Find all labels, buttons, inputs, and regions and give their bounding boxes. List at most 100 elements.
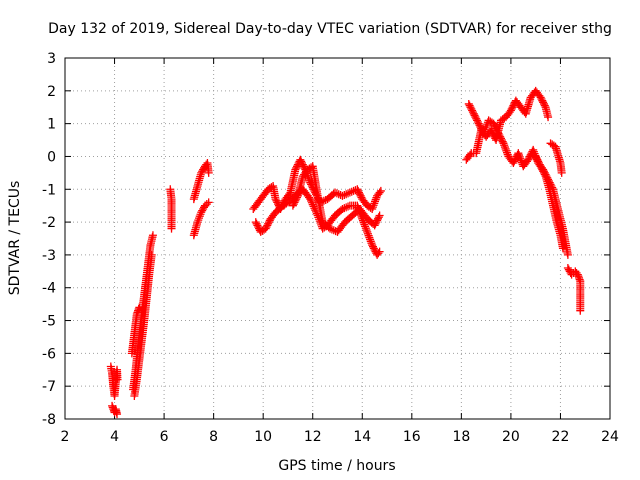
data-point [371, 195, 380, 204]
data-point [503, 150, 512, 159]
data-point [498, 137, 507, 146]
data-point [285, 190, 294, 199]
data-point [113, 375, 122, 384]
data-point [375, 188, 384, 197]
data-point [479, 129, 488, 138]
data-point [361, 224, 370, 233]
x-tick-label: 18 [452, 429, 470, 445]
data-point [360, 220, 369, 229]
data-point [374, 213, 383, 222]
y-tick-label: -2 [42, 215, 56, 231]
data-point [375, 247, 384, 256]
data-point [304, 173, 313, 182]
data-point [376, 186, 385, 195]
series-sat-g [189, 198, 213, 240]
data-point [363, 229, 372, 238]
data-point [368, 204, 377, 213]
data-point [517, 156, 526, 165]
data-point [362, 226, 371, 235]
data-point [366, 237, 375, 246]
series-sat-f [166, 185, 176, 233]
data-point [361, 222, 370, 231]
x-axis-label: GPS time / hours [278, 458, 395, 474]
series-sat-k [288, 162, 384, 236]
data-point [576, 306, 585, 315]
x-tick-label: 16 [403, 429, 421, 445]
data-point [369, 201, 378, 210]
data-point [305, 176, 314, 185]
data-point [544, 113, 553, 122]
data-point [365, 233, 374, 242]
y-axis-label: SDTVAR / TECUs [7, 181, 23, 296]
series-sat-n [531, 152, 567, 253]
data-point [332, 189, 341, 198]
data-point [375, 211, 384, 220]
y-tick-label: 3 [47, 51, 56, 67]
data-point [363, 227, 372, 236]
data-point [306, 195, 315, 204]
data-point [367, 239, 376, 248]
data-point [195, 212, 204, 221]
data-point [563, 250, 572, 259]
x-tick-label: 4 [110, 429, 119, 445]
x-tick-label: 14 [353, 429, 371, 445]
data-point [193, 218, 202, 227]
data-point [368, 203, 377, 212]
x-tick-label: 6 [160, 429, 169, 445]
data-point [304, 174, 313, 183]
y-tick-label: -3 [42, 248, 56, 264]
data-point [366, 235, 375, 244]
data-point [307, 196, 316, 205]
x-tick-label: 8 [209, 429, 218, 445]
y-tick-label: -8 [42, 412, 56, 428]
data-point [342, 190, 351, 199]
data-point [307, 198, 316, 207]
data-point [370, 199, 379, 208]
data-point [558, 244, 567, 253]
data-point [342, 203, 351, 212]
data-point [340, 204, 349, 213]
data-point [372, 193, 381, 202]
y-tick-label: -1 [42, 182, 56, 198]
data-point [344, 202, 353, 211]
data-point [502, 146, 511, 155]
y-tick-label: 2 [47, 84, 56, 100]
data-point [482, 121, 491, 130]
data-point [500, 143, 509, 152]
data-point [338, 191, 347, 200]
data-point [359, 218, 368, 227]
data-point [194, 216, 203, 225]
series-sat-p [563, 264, 585, 315]
data-point [364, 231, 373, 240]
data-point [204, 168, 213, 177]
chart-title: Day 132 of 2019, Sidereal Day-to-day VTE… [48, 21, 612, 37]
series-sat-b [108, 401, 122, 419]
data-point [514, 149, 523, 158]
data-point [338, 204, 347, 213]
series-sat-d [127, 303, 144, 358]
y-tick-label: 1 [47, 117, 56, 133]
y-tick-label: -4 [42, 281, 56, 297]
data-point [503, 148, 512, 157]
data-point [195, 214, 204, 223]
series-sat-o [546, 139, 566, 177]
x-tick-label: 24 [601, 429, 619, 445]
data-point [344, 189, 353, 198]
data-point [557, 168, 566, 177]
x-tick-label: 20 [502, 429, 520, 445]
data-point [326, 224, 335, 233]
data-point [500, 141, 509, 150]
x-tick-label: 10 [254, 429, 272, 445]
data-point [196, 210, 205, 219]
y-tick-label: -5 [42, 314, 56, 330]
data-point [345, 188, 354, 197]
x-tick-label: 22 [552, 429, 570, 445]
data-point [147, 250, 156, 259]
data-point [529, 147, 538, 156]
data-point [202, 200, 211, 209]
data-point [167, 224, 176, 233]
data-point [327, 225, 336, 234]
plot-frame [64, 57, 611, 420]
